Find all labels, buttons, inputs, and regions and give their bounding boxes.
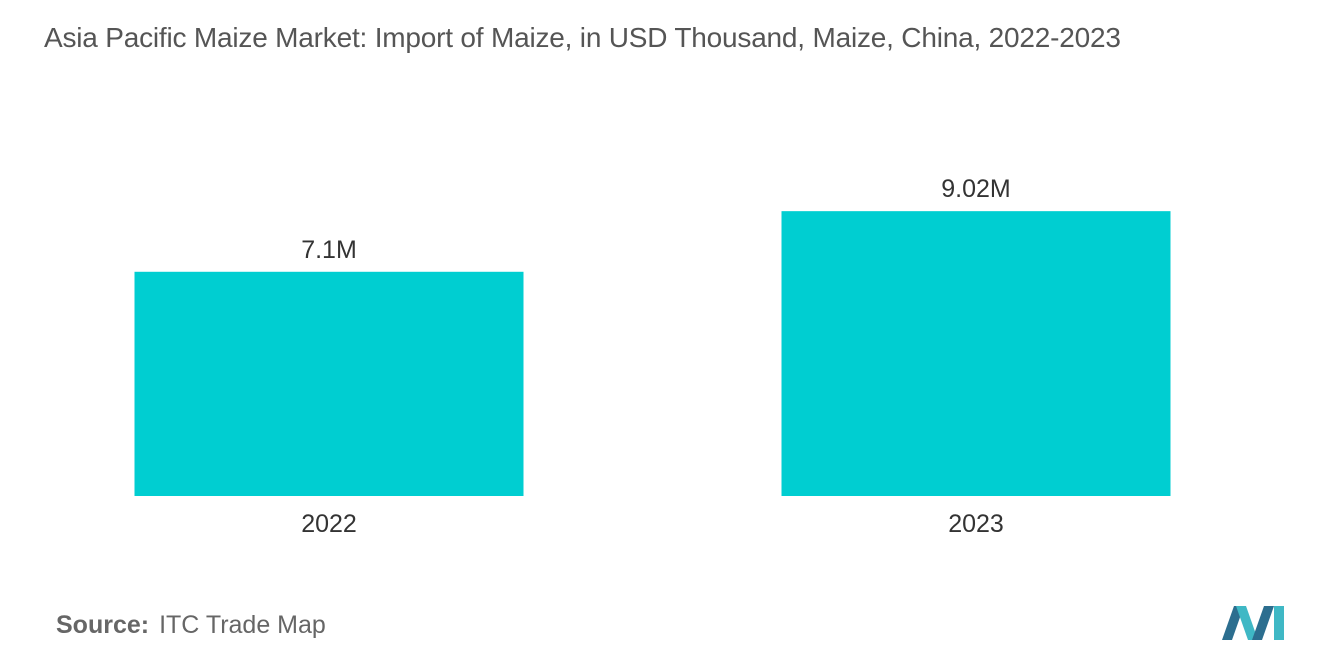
x-tick-label-2022: 2022 xyxy=(301,510,357,538)
bar-chart: 7.1M 2022 9.02M 2023 xyxy=(134,175,1171,538)
x-tick-label-2023: 2023 xyxy=(948,510,1004,538)
bar-2022 xyxy=(134,271,524,496)
source-label: Source: xyxy=(56,611,150,639)
chart-title: Asia Pacific Maize Market: Import of Mai… xyxy=(44,22,1121,53)
mordor-intelligence-logo-icon xyxy=(1222,606,1284,640)
data-label-2022: 7.1M xyxy=(301,236,357,264)
data-label-2023: 9.02M xyxy=(941,175,1010,203)
source-note: Source: ITC Trade Map xyxy=(56,611,326,640)
bar-2023 xyxy=(781,211,1171,496)
source-value: ITC Trade Map xyxy=(159,611,326,639)
